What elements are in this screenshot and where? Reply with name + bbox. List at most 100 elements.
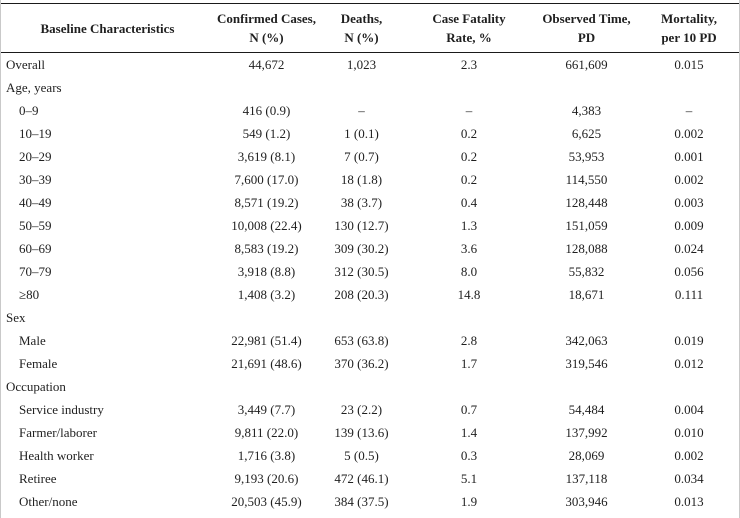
row-cell: 8.0 <box>460 263 478 279</box>
row-cell: 1,408 (3.2) <box>237 286 296 302</box>
column-header-line: Confirmed Cases, <box>217 11 316 26</box>
row-cell: 28,069 <box>568 447 605 463</box>
row-cell: 128,088 <box>565 240 608 256</box>
table-row: Occupation <box>1 375 739 398</box>
row-cell: 18,671 <box>568 286 605 302</box>
row-cell <box>319 76 404 99</box>
row-label: 20–29 <box>19 148 52 164</box>
row-cell: 1.4 <box>460 424 478 440</box>
row-cell: 3,619 (8.1) <box>237 148 296 164</box>
row-cell: 130 (12.7) <box>334 217 389 233</box>
row-cell: 21,691 (48.6) <box>231 355 302 371</box>
row-cell: 5.1 <box>460 470 478 486</box>
column-header-line: Rate, % <box>446 30 492 45</box>
row-cell <box>319 375 404 398</box>
row-cell: 8,583 (19.2) <box>234 240 299 256</box>
row-cell <box>534 76 639 99</box>
row-cell: 0.111 <box>674 286 704 302</box>
row-cell: 137,992 <box>565 424 608 440</box>
row-cell: 208 (20.3) <box>334 286 389 302</box>
row-cell: – <box>465 102 473 118</box>
row-cell: 472 (46.1) <box>334 470 389 486</box>
row-label: 10–19 <box>19 125 52 141</box>
row-cell: 0.056 <box>674 263 704 279</box>
row-cell: 23 (2.2) <box>340 401 383 417</box>
row-cell: 309 (30.2) <box>334 240 389 256</box>
row-cell: 151,059 <box>565 217 608 233</box>
row-cell: 54,484 <box>568 401 605 417</box>
row-cell: 7 (0.7) <box>344 148 379 164</box>
row-cell <box>404 76 534 99</box>
row-cell: 137,118 <box>565 470 608 486</box>
column-header-line: Mortality, <box>661 11 717 26</box>
row-cell: 5 (0.5) <box>344 447 379 463</box>
row-cell: 0.012 <box>674 355 704 371</box>
table-row: Other/none 20,503 (45.9) 384 (37.5) 1.9 … <box>1 490 739 513</box>
table-row: 40–49 8,571 (19.2) 38 (3.7) 0.4 128,448 … <box>1 191 739 214</box>
row-cell <box>319 306 404 329</box>
row-cell: 128,448 <box>565 194 608 210</box>
row-cell: 303,946 <box>565 493 608 509</box>
row-cell: 312 (30.5) <box>334 263 389 279</box>
row-cell: 7,600 (17.0) <box>234 171 299 187</box>
row-cell: 0.034 <box>674 470 704 486</box>
column-header-observed-time: Observed Time, PD <box>534 3 639 53</box>
row-label: Female <box>19 355 58 371</box>
row-label: Male <box>19 332 46 348</box>
row-cell: 44,672 <box>248 56 285 72</box>
row-cell: 1.7 <box>460 355 478 371</box>
table-row: Retiree 9,193 (20.6) 472 (46.1) 5.1 137,… <box>1 467 739 490</box>
row-cell <box>639 76 739 99</box>
row-cell: 0.7 <box>460 401 478 417</box>
row-label: Age, years <box>6 79 62 95</box>
row-cell: 0.2 <box>460 171 478 187</box>
row-cell: 319,546 <box>565 355 608 371</box>
column-header-confirmed-cases: Confirmed Cases, N (%) <box>214 3 319 53</box>
row-label: 50–59 <box>19 217 52 233</box>
row-cell: 114,550 <box>565 171 608 187</box>
column-header-mortality: Mortality, per 10 PD <box>639 3 739 53</box>
row-cell: 0.002 <box>674 171 704 187</box>
row-cell: 53,953 <box>568 148 605 164</box>
row-cell: 55,832 <box>568 263 605 279</box>
column-header-line: N (%) <box>344 30 379 45</box>
column-header-line: Deaths, <box>340 11 383 26</box>
table-row: 50–59 10,008 (22.4) 130 (12.7) 1.3 151,0… <box>1 214 739 237</box>
row-cell: 0.019 <box>674 332 704 348</box>
row-label: Retiree <box>19 470 57 486</box>
row-cell <box>534 375 639 398</box>
table-row: Sex <box>1 306 739 329</box>
column-header-line: per 10 PD <box>661 30 717 45</box>
row-cell: 661,609 <box>565 56 608 72</box>
column-header-line: Observed Time, <box>542 11 631 26</box>
row-cell <box>404 306 534 329</box>
row-label: Occupation <box>6 378 66 394</box>
row-cell: 0.002 <box>674 447 704 463</box>
row-cell: – <box>358 102 365 118</box>
row-label: Health worker <box>19 447 94 463</box>
row-label: Service industry <box>19 401 104 417</box>
row-cell: 0.2 <box>460 125 478 141</box>
row-cell: 3.6 <box>460 240 478 256</box>
row-cell: 1.9 <box>460 493 478 509</box>
table-row: Farmer/laborer 9,811 (22.0) 139 (13.6) 1… <box>1 421 739 444</box>
table-row: 30–39 7,600 (17.0) 18 (1.8) 0.2 114,550 … <box>1 168 739 191</box>
row-cell <box>404 375 534 398</box>
row-cell: 14.8 <box>457 286 481 302</box>
row-cell: 0.009 <box>674 217 704 233</box>
row-cell: 0.024 <box>674 240 704 256</box>
row-cell: 1,023 <box>346 56 377 72</box>
row-label: 70–79 <box>19 263 52 279</box>
row-cell: 342,063 <box>565 332 608 348</box>
row-cell: 370 (36.2) <box>334 355 389 371</box>
row-cell: 3,449 (7.7) <box>237 401 296 417</box>
row-cell: 1,716 (3.8) <box>237 447 296 463</box>
row-cell: – <box>685 102 693 118</box>
row-cell <box>214 375 319 398</box>
table-row: Health worker 1,716 (3.8) 5 (0.5) 0.3 28… <box>1 444 739 467</box>
row-cell: 1 (0.1) <box>344 125 379 141</box>
row-cell: 0.002 <box>674 125 704 141</box>
row-label: 0–9 <box>19 102 39 118</box>
row-cell: 0.010 <box>674 424 704 440</box>
